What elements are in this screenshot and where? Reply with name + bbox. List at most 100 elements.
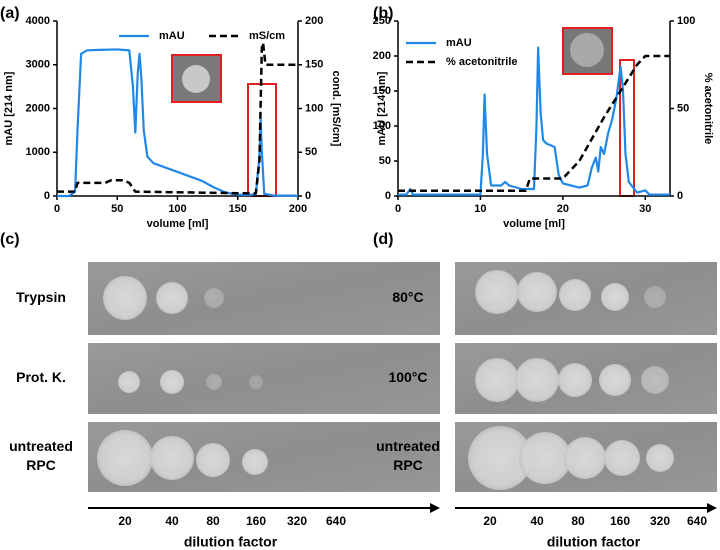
dilution-label: 320 (287, 514, 307, 528)
y2-axis-label: % acetonitrile (702, 73, 714, 145)
dilution-label: 160 (246, 514, 266, 528)
halo-spot (475, 270, 519, 314)
row-label: 100°C (388, 369, 427, 385)
halo-spot (97, 430, 153, 486)
y-tick-label: 100 (373, 120, 391, 132)
halo-spot (156, 282, 188, 314)
dilution-label: 40 (530, 514, 544, 528)
legend-label: mAU (159, 30, 185, 42)
x-tick-label: 0 (54, 203, 60, 215)
halo-spot (599, 364, 631, 396)
y-tick-label: 0 (385, 190, 391, 202)
y2-tick-label: 200 (305, 15, 323, 27)
halo-spot (242, 449, 268, 475)
dilution-label: 80 (571, 514, 585, 528)
x-axis-label: volume [ml] (147, 218, 209, 230)
x-tick-label: 200 (289, 203, 307, 215)
halo-spot (517, 272, 557, 312)
y-tick-label: 250 (373, 15, 391, 27)
x-tick-label: 50 (111, 203, 123, 215)
y-tick-label: 3000 (26, 59, 50, 71)
halo-spot (206, 374, 222, 390)
y-axis-label: mAU [214 nm] (3, 71, 15, 145)
dilution-label: 640 (687, 514, 707, 528)
arrow-head (430, 503, 440, 513)
dilution-label: 20 (118, 514, 132, 528)
halo-spot (118, 371, 140, 393)
x-axis-label: volume [ml] (503, 218, 565, 230)
panel-label: (a) (0, 5, 20, 22)
dilution-label: 40 (165, 514, 179, 528)
y-tick-label: 0 (44, 190, 50, 202)
halo-spot (644, 286, 666, 308)
row-label: Prot. K. (16, 369, 66, 385)
row-label: untreated (9, 438, 73, 454)
halo-spot (641, 366, 669, 394)
halo-spot (564, 437, 606, 479)
dilution-label: 320 (650, 514, 670, 528)
y2-tick-label: 50 (677, 102, 689, 114)
series-line (57, 41, 298, 195)
halo-spot (249, 375, 263, 389)
y2-tick-label: 100 (677, 15, 695, 27)
halo-spot (160, 370, 184, 394)
x-tick-label: 0 (395, 203, 401, 215)
halo-spot (519, 432, 571, 484)
halo-spot (103, 276, 147, 320)
x-tick-label: 30 (639, 203, 651, 215)
panel-label: (d) (373, 231, 393, 248)
halo-spot (475, 358, 519, 402)
row-label: 80°C (392, 289, 423, 305)
halo-spot (601, 283, 629, 311)
dilution-axis-label: dilution factor (184, 534, 278, 550)
halo-spot (196, 443, 230, 477)
plate-image (88, 343, 440, 414)
inset-spot (570, 33, 604, 67)
x-tick-label: 150 (229, 203, 247, 215)
row-label: RPC (26, 457, 56, 473)
y-tick-label: 4000 (26, 15, 50, 27)
y-tick-label: 200 (373, 50, 391, 62)
row-label: RPC (393, 457, 423, 473)
series-line (398, 54, 670, 192)
y-tick-label: 150 (373, 85, 391, 97)
row-label: Trypsin (16, 289, 66, 305)
halo-spot (468, 426, 532, 490)
halo-spot (646, 444, 674, 472)
y-tick-label: 1000 (26, 146, 50, 158)
series-line (398, 46, 670, 196)
x-tick-label: 100 (168, 203, 186, 215)
halo-spot (515, 358, 559, 402)
y-axis-label: mAU [214 nm] (376, 71, 388, 145)
arrow-head (707, 503, 717, 513)
legend-label: % acetonitrile (446, 56, 518, 68)
y2-axis-label: cond. [mS/cm] (330, 71, 342, 147)
halo-spot (150, 436, 194, 480)
halo-spot (559, 279, 591, 311)
dilution-label: 160 (610, 514, 630, 528)
inset-image (171, 54, 222, 103)
halo-spot (558, 363, 592, 397)
legend-label: mS/cm (249, 30, 285, 42)
y-tick-label: 50 (379, 155, 391, 167)
dilution-label: 640 (326, 514, 346, 528)
y2-tick-label: 0 (305, 190, 311, 202)
plates: (c) Trypsin Prot. K. untreated RPC 20 40 80 160 3… (0, 231, 717, 550)
charts: (a)0 50 100 150 2000100020003000400005010015… (0, 5, 714, 230)
dilution-label: 20 (483, 514, 497, 528)
inset-spot (182, 65, 210, 93)
x-tick-label: 20 (557, 203, 569, 215)
dilution-axis-label: dilution factor (547, 534, 641, 550)
x-tick-label: 10 (474, 203, 486, 215)
row-label: untreated (376, 438, 440, 454)
y2-tick-label: 100 (305, 102, 323, 114)
panel-label: (b) (373, 5, 393, 22)
y-tick-label: 2000 (26, 102, 50, 114)
dilution-label: 80 (206, 514, 220, 528)
legend-label: mAU (446, 37, 472, 49)
y2-tick-label: 50 (305, 146, 317, 158)
halo-spot (604, 440, 640, 476)
panel-label: (c) (0, 231, 20, 248)
y2-tick-label: 0 (677, 190, 683, 202)
